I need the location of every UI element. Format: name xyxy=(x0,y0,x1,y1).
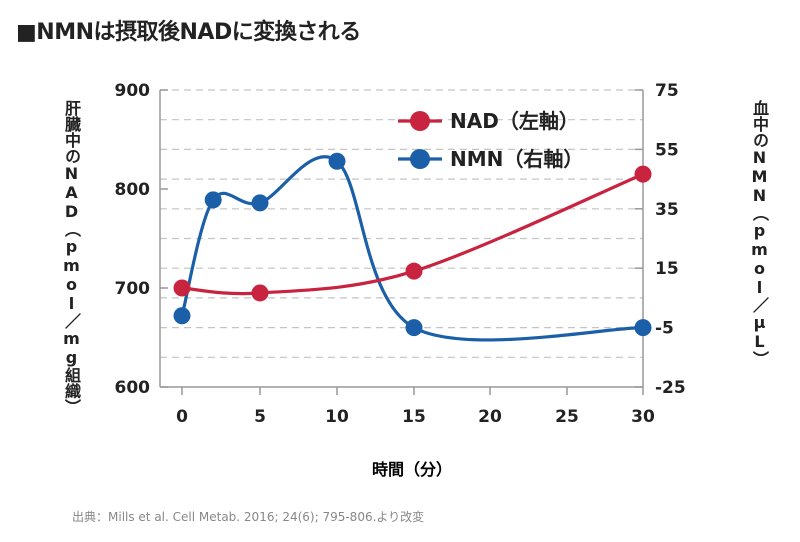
legend-nad-marker xyxy=(410,111,430,131)
legend-nmn-marker xyxy=(410,149,430,169)
nmn-point xyxy=(251,194,269,212)
y-tick-label-right: -25 xyxy=(655,378,686,398)
x-axis-label: 時間（分） xyxy=(372,460,452,479)
nad-point xyxy=(251,284,269,302)
y-tick-label-right: -5 xyxy=(655,319,674,339)
y-tick-label-left: 900 xyxy=(115,81,151,101)
nmn-line xyxy=(180,155,644,342)
axes xyxy=(159,89,644,395)
y-tick-label-right: 15 xyxy=(655,259,679,279)
x-tick-label: 10 xyxy=(325,407,349,427)
x-tick-label: 15 xyxy=(402,407,426,427)
legend: NAD（左軸） NMN（右軸） xyxy=(398,109,583,171)
y-tick-label-left: 800 xyxy=(115,180,151,200)
y-tick-label-left: 700 xyxy=(115,279,151,299)
x-tick-label: 25 xyxy=(555,407,579,427)
legend-nmn-label: NMN（右軸） xyxy=(450,147,583,171)
y-tick-label-left: 600 xyxy=(115,378,151,398)
nad-point xyxy=(173,279,191,297)
x-tick-label: 0 xyxy=(176,407,188,427)
source-citation: 出典：Mills et al. Cell Metab. 2016; 24(6);… xyxy=(72,510,425,524)
y-tick-label-right: 75 xyxy=(655,81,679,101)
y-tick-label-right: 35 xyxy=(655,200,679,220)
nmn-point xyxy=(405,319,423,337)
x-tick-label: 5 xyxy=(254,407,266,427)
nmn-point xyxy=(173,307,191,325)
nmn-point xyxy=(634,319,652,337)
nad-line xyxy=(181,172,644,296)
y-axis-label-left: 肝臓中のNAD（pmol／mg組織） xyxy=(62,100,81,415)
chart-title: ■NMNは摂取後NADに変換される xyxy=(16,20,361,45)
legend-nad-label: NAD（左軸） xyxy=(450,109,579,133)
x-tick-label: 30 xyxy=(631,407,655,427)
series-lines xyxy=(180,155,644,342)
series-points xyxy=(173,152,652,337)
y-axis-label-right: 血中のNMN（pmol／μL） xyxy=(750,100,769,367)
nad-point xyxy=(634,165,652,183)
nmn-point xyxy=(204,191,222,209)
tick-labels: 600 700 800 900 -25 -5 15 35 55 75 0 5 10 15 20 25 30 xyxy=(115,81,686,427)
y-tick-label-right: 55 xyxy=(655,140,679,160)
nad-point xyxy=(405,262,423,280)
x-tick-label: 20 xyxy=(478,407,502,427)
nmn-point xyxy=(328,152,346,170)
